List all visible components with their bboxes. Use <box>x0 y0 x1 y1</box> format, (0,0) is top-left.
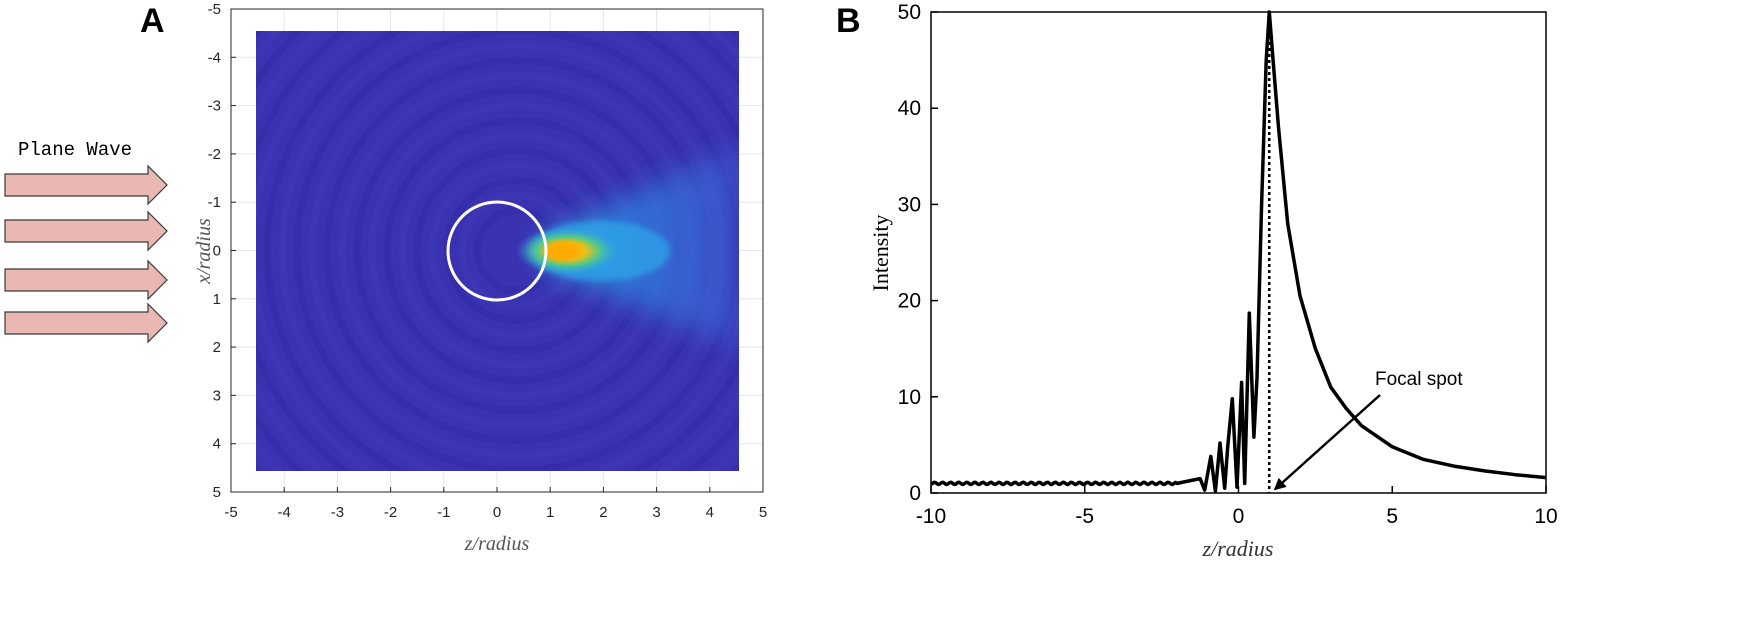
x-tick-label: -2 <box>384 504 397 521</box>
y-tick-label: -2 <box>208 146 221 163</box>
plane-wave-label: Plane Wave <box>18 139 132 161</box>
y-tick-label: -5 <box>208 1 221 18</box>
x-tick-label: 5 <box>1386 505 1398 528</box>
x-tick-label: -3 <box>331 504 344 521</box>
field-map <box>256 31 739 471</box>
sphere-outline <box>446 200 548 302</box>
ripple-ring <box>278 31 739 471</box>
panel-b-ticks: -10 -5 0 5 10 0 10 20 30 40 50 <box>898 1 1558 528</box>
panel-b-xlabel: z/radius <box>1202 536 1274 561</box>
panel-a-label: A <box>140 2 165 40</box>
y-tick-label: 1 <box>213 291 221 308</box>
panel-b-label: B <box>836 2 861 40</box>
panel-b: -10 -5 0 5 10 0 10 20 30 40 50 Focal spot z/radius… <box>868 1 1558 561</box>
y-tick-label: 5 <box>213 484 221 501</box>
y-tick-label: 30 <box>898 193 921 216</box>
focal-hot-core <box>544 241 580 261</box>
x-tick-label: 2 <box>599 504 607 521</box>
y-tick-label: 20 <box>898 290 921 313</box>
y-tick-label: 0 <box>213 243 221 260</box>
x-tick-label: 4 <box>706 504 714 521</box>
x-tick-label: -1 <box>437 504 450 521</box>
plane-wave-arrow <box>4 210 168 252</box>
x-tick-label: -10 <box>916 505 946 528</box>
y-tick-label: 3 <box>213 387 221 404</box>
y-tick-label: 4 <box>213 436 221 453</box>
x-tick-label: 0 <box>493 504 501 521</box>
x-tick-label: -5 <box>224 504 237 521</box>
y-tick-label: 40 <box>898 97 921 120</box>
y-tick-label: 50 <box>898 1 921 24</box>
focal-spot-arrow <box>1273 394 1381 491</box>
panel-a-ylabel: x/radius <box>193 218 215 285</box>
x-tick-label: 3 <box>652 504 660 521</box>
plane-wave-arrow <box>4 259 168 301</box>
x-tick-label: -4 <box>278 504 291 521</box>
y-tick-label: -4 <box>208 49 221 66</box>
panel-a-xlabel: z/radius <box>464 533 530 555</box>
plane-wave-arrow <box>4 164 168 206</box>
y-tick-label: -3 <box>208 98 221 115</box>
panel-b-ylabel: Intensity <box>868 215 893 292</box>
x-tick-label: -5 <box>1075 505 1094 528</box>
y-tick-label: 2 <box>213 339 221 356</box>
x-tick-label: 1 <box>546 504 554 521</box>
x-tick-label: 0 <box>1233 505 1245 528</box>
y-tick-label: 0 <box>909 482 921 505</box>
plane-wave-arrow <box>4 302 168 344</box>
focal-spot-label: Focal spot <box>1375 369 1463 390</box>
ripple-ring <box>263 31 739 471</box>
y-tick-label: 10 <box>898 386 921 409</box>
y-tick-label: -1 <box>208 194 221 211</box>
x-tick-label: 10 <box>1534 505 1557 528</box>
x-tick-label: 5 <box>759 504 767 521</box>
plane-wave-arrows <box>4 164 168 344</box>
intensity-curve <box>929 10 1547 493</box>
